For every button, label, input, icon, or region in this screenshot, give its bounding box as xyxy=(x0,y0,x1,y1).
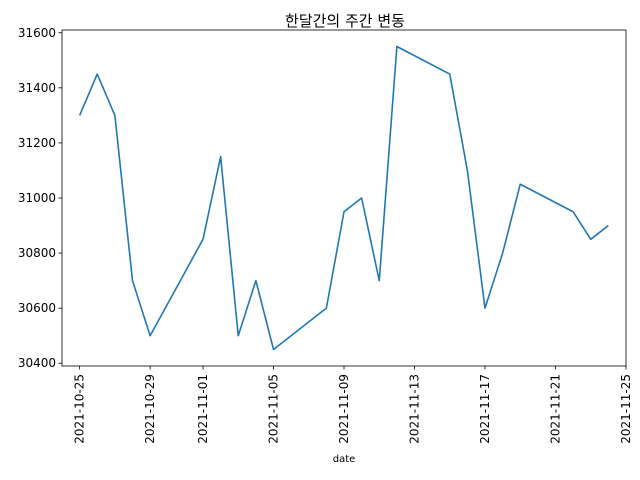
y-tick-label: 31400 xyxy=(18,81,56,95)
data-point xyxy=(132,280,134,282)
x-tick-label: 2021-11-17 xyxy=(478,374,492,444)
x-tick-label: 2021-11-05 xyxy=(267,374,281,444)
data-point xyxy=(79,114,81,116)
x-axis: 2021-10-25 2021-10-29 2021-11-01 2021-11-05… xyxy=(73,366,633,444)
data-point xyxy=(607,225,609,227)
x-tick-label: 2021-11-21 xyxy=(549,374,563,444)
data-point xyxy=(572,211,574,213)
x-tick-label: 2021-11-01 xyxy=(196,374,210,444)
data-point xyxy=(361,197,363,199)
data-point xyxy=(502,252,504,254)
x-axis-title: date xyxy=(333,454,356,465)
axes-frame xyxy=(61,29,627,367)
x-tick-label: 2021-10-29 xyxy=(143,374,157,444)
data-point xyxy=(484,307,486,309)
data-point xyxy=(202,238,204,240)
data-point xyxy=(396,46,398,48)
y-tick-label: 30400 xyxy=(18,356,56,370)
data-point xyxy=(114,114,116,116)
data-point xyxy=(378,280,380,282)
data-point xyxy=(519,183,521,185)
data-point xyxy=(149,335,151,337)
x-tick-label: 2021-11-13 xyxy=(408,374,422,444)
data-point xyxy=(220,156,222,158)
y-tick-label: 31600 xyxy=(18,26,56,40)
data-point xyxy=(343,211,345,213)
x-tick-label: 2021-11-09 xyxy=(337,374,351,444)
data-point xyxy=(449,73,451,75)
y-tick-label: 30800 xyxy=(18,246,56,260)
series-line xyxy=(78,45,609,351)
data-point xyxy=(590,238,592,240)
x-tick-label: 2021-10-25 xyxy=(73,374,87,444)
data-point xyxy=(466,169,468,171)
chart-title: 한달간의 주간 변동 xyxy=(285,12,405,30)
data-point xyxy=(325,307,327,309)
plot-area xyxy=(78,45,609,351)
y-axis: 30400 30600 30800 31000 31200 31400 31600 xyxy=(18,26,62,370)
data-point xyxy=(96,73,98,75)
data-point xyxy=(273,348,275,350)
y-tick-label: 30600 xyxy=(18,301,56,315)
x-tick-label: 2021-11-25 xyxy=(619,374,633,444)
data-point xyxy=(255,280,257,282)
y-tick-label: 31200 xyxy=(18,136,56,150)
data-point xyxy=(237,335,239,337)
y-tick-label: 31000 xyxy=(18,191,56,205)
